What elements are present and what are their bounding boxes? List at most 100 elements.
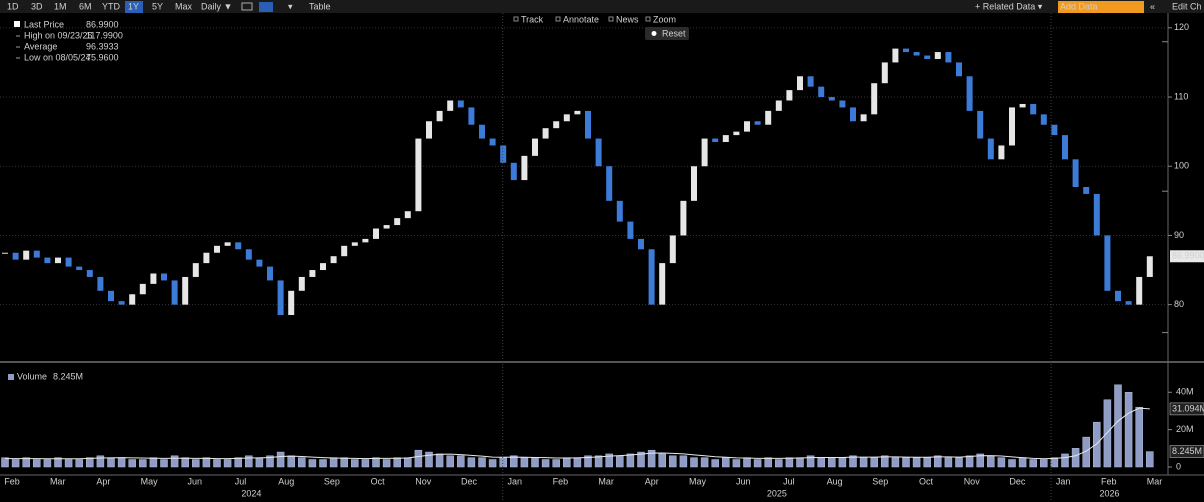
volume-bar xyxy=(870,457,878,468)
range-button[interactable]: 3D xyxy=(31,1,43,11)
volume-bar xyxy=(488,459,497,468)
line-icon[interactable] xyxy=(241,2,253,11)
panel-tool[interactable]: News xyxy=(616,14,639,24)
range-button[interactable]: 1M xyxy=(54,1,67,11)
candle xyxy=(44,257,51,264)
volume-bar xyxy=(552,459,560,468)
x-tick-label: Mar xyxy=(50,476,66,486)
candle xyxy=(680,200,687,236)
volume-bar xyxy=(329,457,338,468)
range-button[interactable]: 6M xyxy=(79,1,92,11)
candle-icon[interactable] xyxy=(259,2,273,12)
candle xyxy=(192,263,199,277)
candle xyxy=(33,250,40,258)
candle xyxy=(775,100,782,111)
volume-bar xyxy=(382,459,391,468)
candle xyxy=(998,145,1005,160)
candle xyxy=(214,245,220,253)
volume-bar xyxy=(255,457,264,468)
volume-bar xyxy=(351,459,359,468)
volume-bar xyxy=(393,457,401,468)
panel-tool[interactable]: Track xyxy=(521,14,544,24)
candle xyxy=(839,100,846,108)
volume-bar xyxy=(859,457,868,468)
last-price-label: 86.9900 xyxy=(1172,251,1204,261)
volume-bar xyxy=(1093,421,1101,468)
candle xyxy=(171,280,178,305)
stat-value: 96.3933 xyxy=(86,41,119,51)
candle xyxy=(447,100,454,111)
collapse-icon[interactable]: « xyxy=(1150,1,1155,11)
candle xyxy=(97,276,104,291)
add-data[interactable]: Add Data xyxy=(1060,1,1098,11)
volume-bar xyxy=(245,455,253,468)
volume-bar xyxy=(690,457,698,468)
price-panel xyxy=(0,13,1168,361)
candle xyxy=(468,107,475,125)
volume-bar xyxy=(849,455,857,468)
value-tag-label: 31.094M xyxy=(1172,403,1204,413)
candle xyxy=(585,110,591,139)
volume-bar xyxy=(467,457,476,468)
add-data-box[interactable] xyxy=(1058,1,1144,13)
x-tick-label: Apr xyxy=(96,476,110,486)
range-button[interactable]: 1D xyxy=(7,1,19,11)
volume-bar xyxy=(1135,406,1143,468)
x-tick-label: Jul xyxy=(235,476,247,486)
volume-bar xyxy=(563,457,571,468)
candle xyxy=(606,166,613,201)
volume-bar xyxy=(160,459,168,468)
candle xyxy=(277,280,284,316)
dropdown-icon[interactable]: ▾ xyxy=(288,1,293,11)
value-tag-label: 8.245M xyxy=(1172,446,1202,456)
candle xyxy=(542,128,549,139)
table-button[interactable]: Table xyxy=(309,1,331,11)
candle xyxy=(1030,103,1037,115)
volume-bar xyxy=(987,455,995,468)
volume-bar xyxy=(1082,436,1090,468)
y-tick-label: 90 xyxy=(1174,230,1184,240)
legend-value: 86.9900 xyxy=(86,19,119,29)
candle xyxy=(351,242,358,246)
range-button[interactable]: Max xyxy=(175,1,193,11)
candle xyxy=(913,52,920,56)
volume-bar xyxy=(1114,384,1122,468)
candle xyxy=(892,48,899,63)
volume-bar xyxy=(711,459,719,468)
y-tick-label: 110 xyxy=(1174,91,1188,101)
edit-chart[interactable]: Edit Ch xyxy=(1172,1,1202,11)
candle xyxy=(23,250,30,260)
volume-bar xyxy=(86,457,94,468)
range-button[interactable]: 1Y xyxy=(128,1,139,11)
candle xyxy=(786,90,793,101)
candle xyxy=(510,162,517,181)
candle xyxy=(65,257,72,267)
volume-bar xyxy=(584,455,592,468)
volume-bar xyxy=(817,457,825,468)
volume-bar xyxy=(934,455,942,468)
range-button[interactable]: YTD xyxy=(102,1,121,11)
interval-button[interactable]: Daily ▼ xyxy=(201,1,232,11)
candle xyxy=(1040,114,1047,125)
candle xyxy=(298,276,305,291)
volume-bar xyxy=(732,459,741,468)
volume-bar xyxy=(11,459,20,468)
candle xyxy=(2,252,8,254)
volume-bar xyxy=(944,457,953,468)
volume-bar xyxy=(43,459,52,468)
toolbar xyxy=(0,0,1204,13)
range-button[interactable]: 5Y xyxy=(152,1,163,11)
candle xyxy=(818,86,825,98)
panel-tool[interactable]: Annotate xyxy=(563,14,599,24)
candle xyxy=(1093,193,1100,236)
volume-bar xyxy=(192,459,200,468)
volume-bar xyxy=(775,459,783,468)
reset-button[interactable]: Reset xyxy=(662,28,686,38)
volume-bar xyxy=(96,455,105,468)
volume-bar xyxy=(828,457,836,468)
related-data[interactable]: + Related Data ▾ xyxy=(975,1,1043,11)
volume-bar xyxy=(1103,399,1112,468)
active-range-bg xyxy=(125,1,143,13)
panel-tool[interactable]: Zoom xyxy=(653,14,676,24)
candle xyxy=(1019,103,1026,108)
